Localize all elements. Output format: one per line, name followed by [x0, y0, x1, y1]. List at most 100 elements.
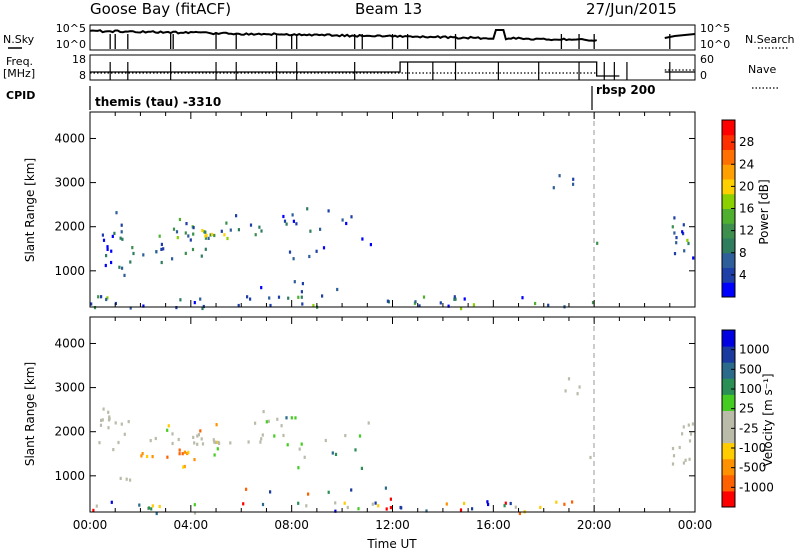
- colorbar-tick-label: 24: [739, 157, 754, 171]
- data-cell: [154, 436, 157, 441]
- data-cell: [216, 447, 219, 451]
- data-cell: [201, 228, 204, 233]
- colorbar-swatch: [722, 193, 735, 209]
- power-y-axis: 1000 2000 3000 4000: [54, 131, 695, 278]
- data-cell: [200, 254, 203, 258]
- data-cell: [123, 432, 126, 436]
- frequency-panel-frame: [89, 54, 696, 81]
- data-cell: [254, 421, 257, 425]
- data-cell: [102, 238, 106, 242]
- data-cell: [463, 501, 466, 505]
- data-cell: [193, 511, 197, 515]
- data-cell: [692, 256, 695, 260]
- data-cell: [268, 296, 271, 300]
- data-cell: [101, 418, 104, 422]
- data-cell: [197, 433, 200, 437]
- data-cell: [237, 228, 240, 232]
- data-cell: [209, 233, 212, 237]
- data-cell: [371, 502, 374, 506]
- data-cell: [295, 222, 298, 226]
- data-cell: [294, 416, 297, 420]
- ytick-label: 1000: [54, 264, 85, 278]
- data-cell: [350, 215, 353, 219]
- data-cell: [213, 453, 216, 457]
- data-cell: [534, 301, 537, 306]
- data-cell: [260, 229, 263, 233]
- data-cell: [547, 303, 550, 307]
- data-cell: [196, 434, 199, 438]
- data-cell: [309, 229, 312, 233]
- data-cell: [121, 266, 124, 270]
- data-cell: [514, 505, 517, 509]
- data-cell: [386, 299, 389, 303]
- data-cell: [389, 497, 392, 501]
- data-cell: [110, 260, 113, 265]
- data-cell: [672, 454, 676, 458]
- data-cell: [182, 465, 185, 469]
- data-cell: [689, 432, 693, 436]
- data-cell: [114, 421, 117, 425]
- colorbar-tick-label: 28: [739, 135, 754, 149]
- ytick-label: 2000: [54, 220, 85, 234]
- data-cell: [682, 461, 685, 465]
- data-cell: [290, 416, 293, 420]
- data-cell: [235, 214, 238, 218]
- colorbar-swatch: [722, 362, 735, 379]
- data-cell: [187, 234, 190, 238]
- colorbar-tick-label: 20: [739, 179, 754, 193]
- data-cell: [99, 423, 103, 427]
- data-cell: [191, 247, 195, 252]
- data-cell: [331, 451, 334, 455]
- data-cell: [578, 385, 581, 389]
- data-cell: [334, 509, 337, 513]
- data-cell: [282, 433, 285, 438]
- cpid-panel: [89, 86, 593, 110]
- data-cell: [249, 297, 252, 301]
- colorbar-swatch: [722, 426, 735, 444]
- data-cell: [237, 303, 240, 308]
- data-cell: [572, 182, 575, 186]
- data-cell: [453, 295, 456, 299]
- data-cell: [111, 234, 114, 238]
- data-cell: [162, 247, 165, 251]
- data-cell: [367, 421, 370, 425]
- data-cell: [389, 506, 392, 510]
- colorbar-swatch: [722, 474, 735, 492]
- sky-noise-line: [89, 29, 598, 42]
- data-cell: [158, 234, 161, 238]
- data-cell: [558, 174, 561, 178]
- data-cell: [100, 295, 103, 299]
- data-cell: [167, 424, 170, 428]
- data-cell: [193, 301, 196, 305]
- data-cell: [447, 304, 450, 308]
- data-cell: [688, 457, 691, 461]
- data-cell: [555, 500, 558, 504]
- data-cell: [147, 506, 151, 510]
- colorbar-tick-label: 4: [739, 268, 747, 282]
- data-cell: [518, 511, 521, 516]
- xtick-label: 00:00: [678, 518, 713, 532]
- data-cell: [155, 250, 158, 254]
- data-cell: [160, 247, 163, 251]
- noise-panel-frame: [89, 24, 696, 51]
- data-cell: [688, 439, 692, 443]
- data-cell: [110, 249, 113, 253]
- xtick-label: 00:00: [73, 518, 108, 532]
- data-cell: [118, 265, 121, 269]
- data-cell: [305, 504, 308, 508]
- data-cell: [521, 296, 524, 300]
- data-cell: [125, 477, 128, 481]
- data-cell: [460, 307, 463, 311]
- data-cell: [260, 437, 263, 441]
- data-cell: [119, 236, 122, 240]
- data-cell: [207, 236, 210, 240]
- data-cell: [171, 257, 174, 261]
- data-cell: [509, 501, 512, 506]
- cpid-label: CPID: [6, 89, 36, 102]
- data-cell: [229, 228, 232, 232]
- colorbar-swatch: [722, 330, 735, 347]
- data-cell: [681, 432, 684, 436]
- data-cell: [678, 445, 681, 450]
- data-cell: [166, 455, 169, 459]
- data-cell: [129, 260, 132, 264]
